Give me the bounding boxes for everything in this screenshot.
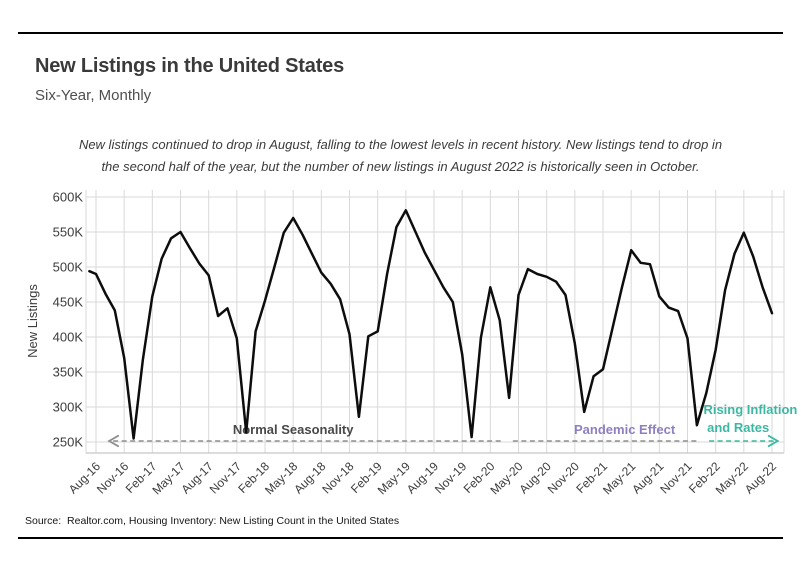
x-tick-label: Nov-21 [657,459,694,496]
caption-line-2: the second half of the year, but the num… [101,159,700,174]
x-tick-label: Nov-20 [545,459,582,496]
x-tick-label: Nov-17 [207,459,244,496]
y-tick-label: 500K [53,260,84,275]
x-tick-label: May-20 [487,459,525,497]
x-tick-label: Nov-19 [432,459,469,496]
right-arrow-icon [767,434,780,448]
y-tick-label: 450K [53,295,84,310]
y-tick-label: 600K [53,190,84,205]
annotation-label: Rising Inflation [703,402,797,417]
bottom-divider [18,537,783,539]
x-tick-label: Nov-18 [319,459,356,496]
x-tick-label: May-19 [375,459,413,497]
x-tick-label: May-22 [713,459,751,497]
annotation-normal-seasonality: Normal Seasonality [107,422,504,448]
top-divider [18,32,783,34]
chart-caption: New listings continued to drop in August… [0,134,801,178]
y-tick-label: 350K [53,365,84,380]
page-subtitle: Six-Year, Monthly [35,87,152,104]
annotation-rising-inflation-and-rates: Rising Inflation and Rates [703,402,797,448]
y-axis-title: New Listings [25,284,40,358]
y-tick-label: 300K [53,400,84,415]
annotation-label: and Rates [707,420,769,435]
left-arrow-icon [107,434,120,448]
y-tick-label: 550K [53,225,84,240]
annotation-pandemic-effect: Pandemic Effect [512,422,699,442]
x-tick-label: May-21 [600,459,638,497]
y-axis-labels: 250K 300K 350K 400K 450K 500K 550K 600K New List… [25,190,83,450]
annotation-label: Pandemic Effect [574,422,676,437]
source-note: Source: Realtor.com, Housing Inventory: … [25,515,400,527]
gridlines [85,190,785,454]
x-tick-label: May-18 [262,459,300,497]
series-line-new-listings [88,209,774,440]
y-tick-label: 250K [53,435,84,450]
caption-line-1: New listings continued to drop in August… [78,137,723,152]
x-tick-label: Aug-22 [742,459,779,496]
page-title: New Listings in the United States [35,55,344,77]
x-tick-label: May-17 [149,459,187,497]
y-tick-label: 400K [53,330,84,345]
annotation-label: Normal Seasonality [233,422,354,437]
chart-canvas: 250K 300K 350K 400K 450K 500K 550K 600K New List… [25,190,797,498]
x-axis-labels: Aug-16Nov-16Feb-17May-17Aug-17Nov-17Feb-… [66,459,779,497]
x-tick-label: Nov-16 [94,459,131,496]
